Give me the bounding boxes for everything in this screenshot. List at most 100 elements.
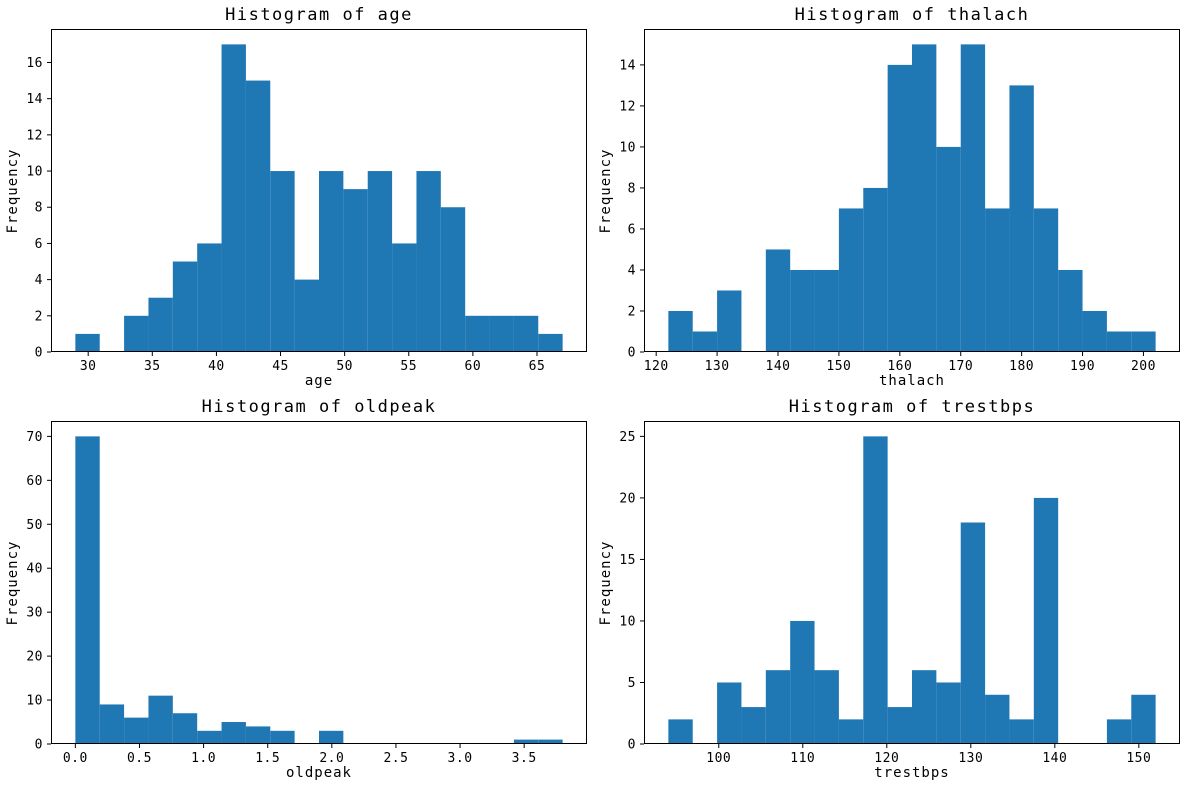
histogram-bar [985, 694, 1010, 744]
histogram-bar [319, 171, 344, 352]
x-tick-label: 140 [1042, 751, 1067, 766]
x-tick-label: 110 [790, 751, 815, 766]
histogram-bar [887, 64, 912, 352]
y-tick-label: 2 [35, 309, 43, 324]
histogram-bar [1033, 208, 1059, 352]
histogram-bar [440, 207, 466, 352]
x-tick-label: 180 [1009, 359, 1034, 374]
plot-border [51, 421, 587, 744]
histogram-bar [863, 187, 888, 352]
x-tick-label: 150 [826, 359, 851, 374]
histogram-bar [465, 315, 490, 352]
plot-area-trestbps: 100 110 120 130 140 150 0 5 10 15 20 25 [619, 421, 1180, 766]
histogram-bar [197, 243, 222, 352]
y-axis-label-trestbps: Frequency [598, 540, 614, 625]
y-tick-label: 12 [619, 99, 636, 114]
y-tick-label: 8 [35, 201, 43, 216]
y-tick-label: 40 [26, 562, 43, 577]
histogram-bar [1106, 331, 1132, 352]
histogram-bar [1106, 719, 1132, 744]
histogram-bar [1131, 331, 1156, 352]
y-tick-label: 20 [619, 491, 636, 506]
x-tick-label: 60 [465, 359, 482, 374]
histogram-bar [245, 80, 271, 352]
x-tick-label: 170 [948, 359, 973, 374]
y-tick-label: 30 [26, 606, 43, 621]
chart-title-trestbps: Histogram of trestbps [788, 397, 1036, 417]
histogram-bar [367, 171, 393, 352]
x-tick-label: 130 [958, 751, 983, 766]
histogram-bar [668, 310, 693, 352]
histogram-bar [245, 726, 271, 744]
plot-area-oldpeak: 0.0 0.5 1.0 1.5 2.0 2.5 3.0 3.5 0 10 20 30 40 50 60 70 [26, 421, 587, 766]
x-tick-label: 40 [208, 359, 225, 374]
y-tick-label: 12 [26, 128, 43, 143]
histogram-bar [1082, 310, 1107, 352]
x-tick-label: 200 [1131, 359, 1156, 374]
x-axis-label-oldpeak: oldpeak [285, 765, 352, 781]
x-tick-label: 3.0 [448, 751, 473, 766]
y-tick-label: 16 [26, 56, 43, 71]
histogram-bar [838, 719, 864, 744]
chart-title-oldpeak: Histogram of oldpeak [201, 397, 437, 417]
histogram-bar [1009, 719, 1034, 744]
histogram-bar [513, 315, 539, 352]
histogram-bar [172, 713, 198, 744]
histogram-bar [392, 243, 417, 352]
histogram-bar [960, 44, 986, 352]
y-tick-label: 10 [26, 165, 43, 180]
histogram-bar [717, 290, 742, 352]
x-tick-label: 2.5 [383, 751, 408, 766]
y-tick-label: 14 [619, 58, 636, 73]
y-tick-label: 8 [628, 181, 636, 196]
histogram-bar [985, 208, 1010, 352]
y-tick-label: 6 [35, 237, 43, 252]
x-tick-label: 50 [336, 359, 353, 374]
histogram-bar [936, 146, 961, 352]
y-tick-label: 6 [628, 222, 636, 237]
histogram-bar [814, 670, 839, 744]
x-axis-label-trestbps: trestbps [874, 765, 950, 781]
histogram-bar [416, 171, 441, 352]
histogram-bar [270, 171, 295, 352]
y-tick-label: 5 [628, 676, 636, 691]
histogram-bar [270, 730, 295, 744]
histogram-bar [838, 208, 864, 352]
y-tick-label: 15 [619, 553, 636, 568]
y-tick-label: 4 [628, 263, 636, 278]
x-tick-label: 45 [272, 359, 289, 374]
histogram-bar [814, 269, 839, 352]
x-tick-label: 2.0 [319, 751, 344, 766]
histogram-bar [887, 707, 912, 744]
x-tick-label: 120 [644, 359, 669, 374]
x-tick-label: 65 [529, 359, 546, 374]
histogram-bar [294, 279, 319, 352]
x-tick-label: 1.5 [255, 751, 280, 766]
histogram-bar [124, 717, 149, 744]
histogram-bar [1058, 269, 1083, 352]
x-tick-label: 190 [1070, 359, 1095, 374]
histogram-bar [197, 730, 222, 744]
histogram-bar [513, 739, 539, 744]
y-axis-label-age: Frequency [5, 148, 21, 233]
x-tick-label: 0.5 [127, 751, 152, 766]
histogram-bar [172, 261, 198, 352]
x-tick-label: 100 [706, 751, 731, 766]
x-axis-label-age: age [304, 373, 334, 389]
y-tick-label: 0 [35, 738, 43, 753]
y-tick-label: 20 [26, 650, 43, 665]
histogram-bar [765, 670, 791, 744]
histogram-bar [765, 249, 791, 352]
histogram-bar [538, 333, 563, 352]
histogram-bar [863, 436, 888, 744]
histogram-bar [319, 730, 344, 744]
y-tick-label: 10 [26, 694, 43, 709]
x-tick-label: 150 [1126, 751, 1151, 766]
y-tick-label: 0 [35, 346, 43, 361]
histogram-bar [1033, 497, 1059, 744]
x-tick-label: 35 [144, 359, 161, 374]
y-axis-label-thalach: Frequency [598, 148, 614, 233]
y-tick-label: 10 [619, 140, 636, 155]
y-tick-label: 60 [26, 474, 43, 489]
